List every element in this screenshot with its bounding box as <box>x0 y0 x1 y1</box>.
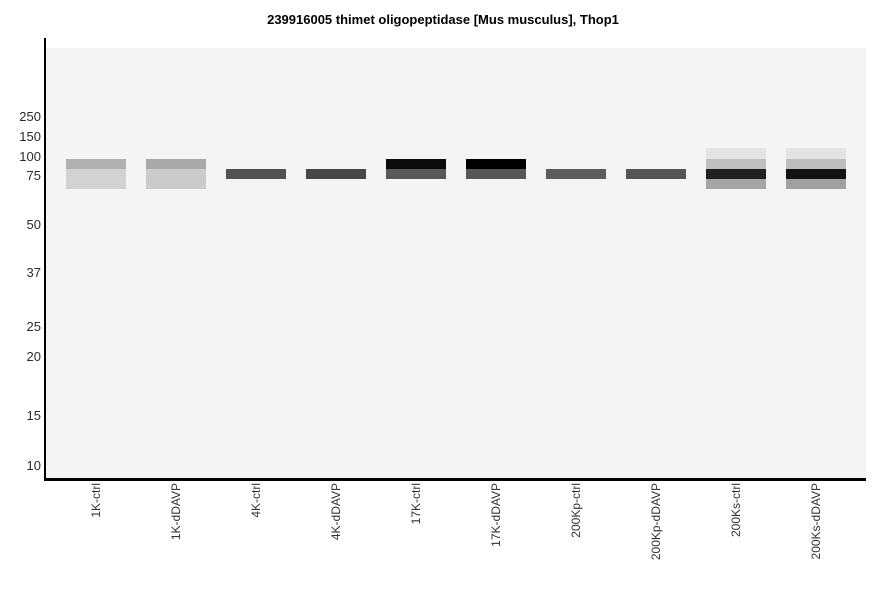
band-segment <box>706 179 766 189</box>
band-segment <box>786 148 846 159</box>
x-tick-label: 17K-ctrl <box>409 483 423 525</box>
chart-title: 239916005 thimet oligopeptidase [Mus mus… <box>267 12 619 27</box>
band-segment <box>706 148 766 159</box>
x-tick-label: 200Kp-ctrl <box>569 483 583 538</box>
x-tick-label: 4K-ctrl <box>249 483 263 518</box>
band-segment <box>706 169 766 179</box>
y-tick-label: 10 <box>26 458 41 473</box>
band-segment <box>546 169 606 179</box>
y-tick-label: 50 <box>26 217 41 232</box>
band-segment <box>786 179 846 189</box>
y-tick-label: 250 <box>19 109 41 124</box>
band-segment <box>386 169 446 179</box>
band-segment <box>306 169 366 179</box>
band-segment <box>706 159 766 169</box>
y-tick-label: 100 <box>19 149 41 164</box>
x-tick-label: 4K-dDAVP <box>329 483 343 541</box>
x-tick-label: 200Kp-dDAVP <box>649 483 663 561</box>
band-segment <box>66 159 126 169</box>
band-segment <box>626 169 686 179</box>
x-tick-label: 200Ks-ctrl <box>729 483 743 538</box>
y-tick-label: 20 <box>26 349 41 364</box>
band-segment <box>226 169 286 179</box>
x-tick-label: 1K-ctrl <box>89 483 103 518</box>
band-segment <box>386 159 446 169</box>
band-segment <box>146 159 206 169</box>
plot-background <box>46 48 866 478</box>
x-tick-label: 1K-dDAVP <box>169 483 183 541</box>
y-tick-label: 25 <box>26 319 41 334</box>
band-segment <box>466 159 526 169</box>
x-tick-label: 200Ks-dDAVP <box>809 483 823 560</box>
x-axis-line <box>44 478 866 481</box>
y-axis-line <box>44 38 46 481</box>
band-segment <box>786 169 846 179</box>
band-segment <box>66 169 126 189</box>
y-tick-label: 150 <box>19 129 41 144</box>
y-tick-label: 15 <box>26 408 41 423</box>
band-segment <box>786 159 846 169</box>
y-tick-label: 75 <box>26 168 41 183</box>
band-segment <box>466 169 526 179</box>
band-segment <box>146 169 206 189</box>
y-tick-label: 37 <box>26 265 41 280</box>
x-tick-label: 17K-dDAVP <box>489 483 503 547</box>
